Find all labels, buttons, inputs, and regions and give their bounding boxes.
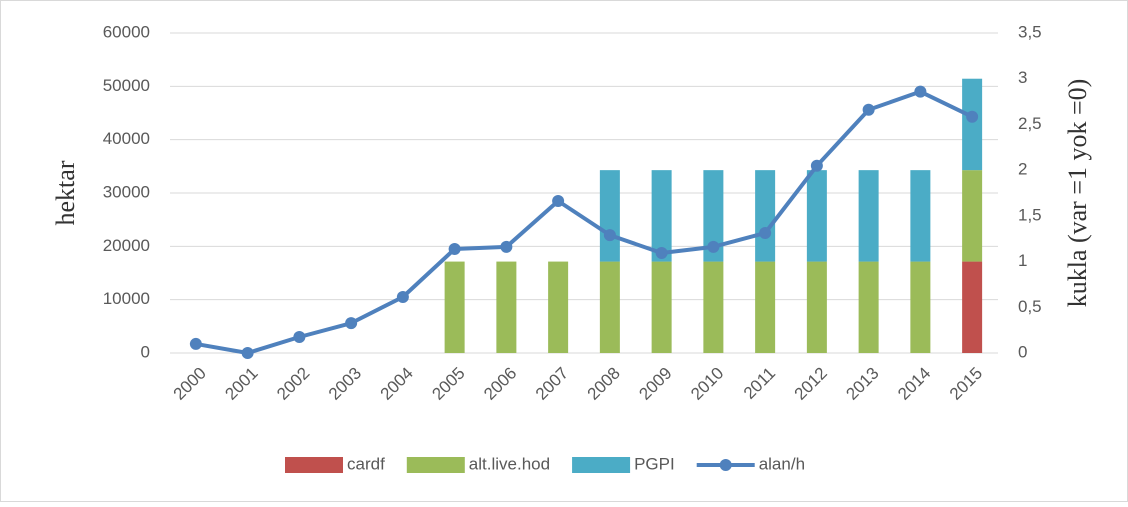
legend-swatch [406, 457, 465, 473]
y-axis-label: hektar [51, 160, 80, 225]
y-tick-label: 30000 [103, 182, 150, 201]
bar [806, 261, 827, 353]
line-point [448, 243, 461, 255]
bar [548, 261, 569, 353]
line-point [552, 195, 565, 207]
bar [599, 261, 620, 353]
y-tick-label: 60000 [103, 22, 150, 41]
bar [858, 170, 879, 262]
y2-tick-label: 1 [1018, 251, 1027, 270]
y2-tick-label: 2,5 [1018, 114, 1042, 133]
bar [962, 261, 983, 353]
bar [755, 261, 776, 353]
legend-label: alt.live.hod [469, 454, 550, 473]
y-tick-label: 10000 [103, 289, 150, 308]
line-point [655, 247, 668, 259]
bar [962, 78, 983, 171]
bar [703, 170, 724, 262]
y2-tick-label: 2 [1018, 160, 1027, 179]
bar [651, 170, 672, 262]
y-tick-label: 20000 [103, 236, 150, 255]
line-point [189, 337, 202, 350]
y2-tick-label: 1,5 [1018, 205, 1042, 224]
y2-axis-label: kukla (var =1 yok =0) [1063, 79, 1092, 308]
line-point [759, 227, 772, 239]
line-point [500, 240, 513, 253]
line-point [862, 103, 875, 116]
line-point [966, 110, 979, 123]
y2-tick-label: 0 [1018, 342, 1027, 361]
line [195, 89, 973, 355]
legend-label: PGPI [634, 454, 675, 473]
line-point [810, 159, 823, 172]
legend-label: cardf [347, 454, 385, 473]
line-point [241, 347, 254, 359]
bar [755, 170, 776, 262]
y2-tick-label: 3,5 [1018, 22, 1042, 41]
bar [858, 261, 879, 353]
legend-swatch [719, 459, 732, 471]
y2-tick-label: 0,5 [1018, 297, 1042, 316]
bar [962, 170, 983, 262]
bar [496, 261, 517, 353]
bar [910, 170, 931, 262]
bar [599, 170, 620, 262]
bar [806, 170, 827, 262]
bar [651, 261, 672, 353]
y-tick-label: 50000 [103, 76, 150, 95]
line-point [396, 291, 409, 303]
legend-label: alan/h [759, 454, 805, 473]
line-point [914, 85, 927, 98]
bar [703, 261, 724, 353]
line-point [345, 317, 358, 330]
y-tick-label: 0 [141, 342, 150, 361]
line-point [293, 331, 306, 343]
legend-swatch [285, 457, 343, 473]
line-point [707, 240, 720, 253]
bar [910, 261, 931, 353]
legend-swatch [572, 457, 631, 473]
bar [444, 261, 465, 353]
y2-tick-label: 3 [1018, 68, 1027, 87]
y-tick-label: 40000 [103, 129, 150, 148]
line-point [603, 229, 616, 242]
